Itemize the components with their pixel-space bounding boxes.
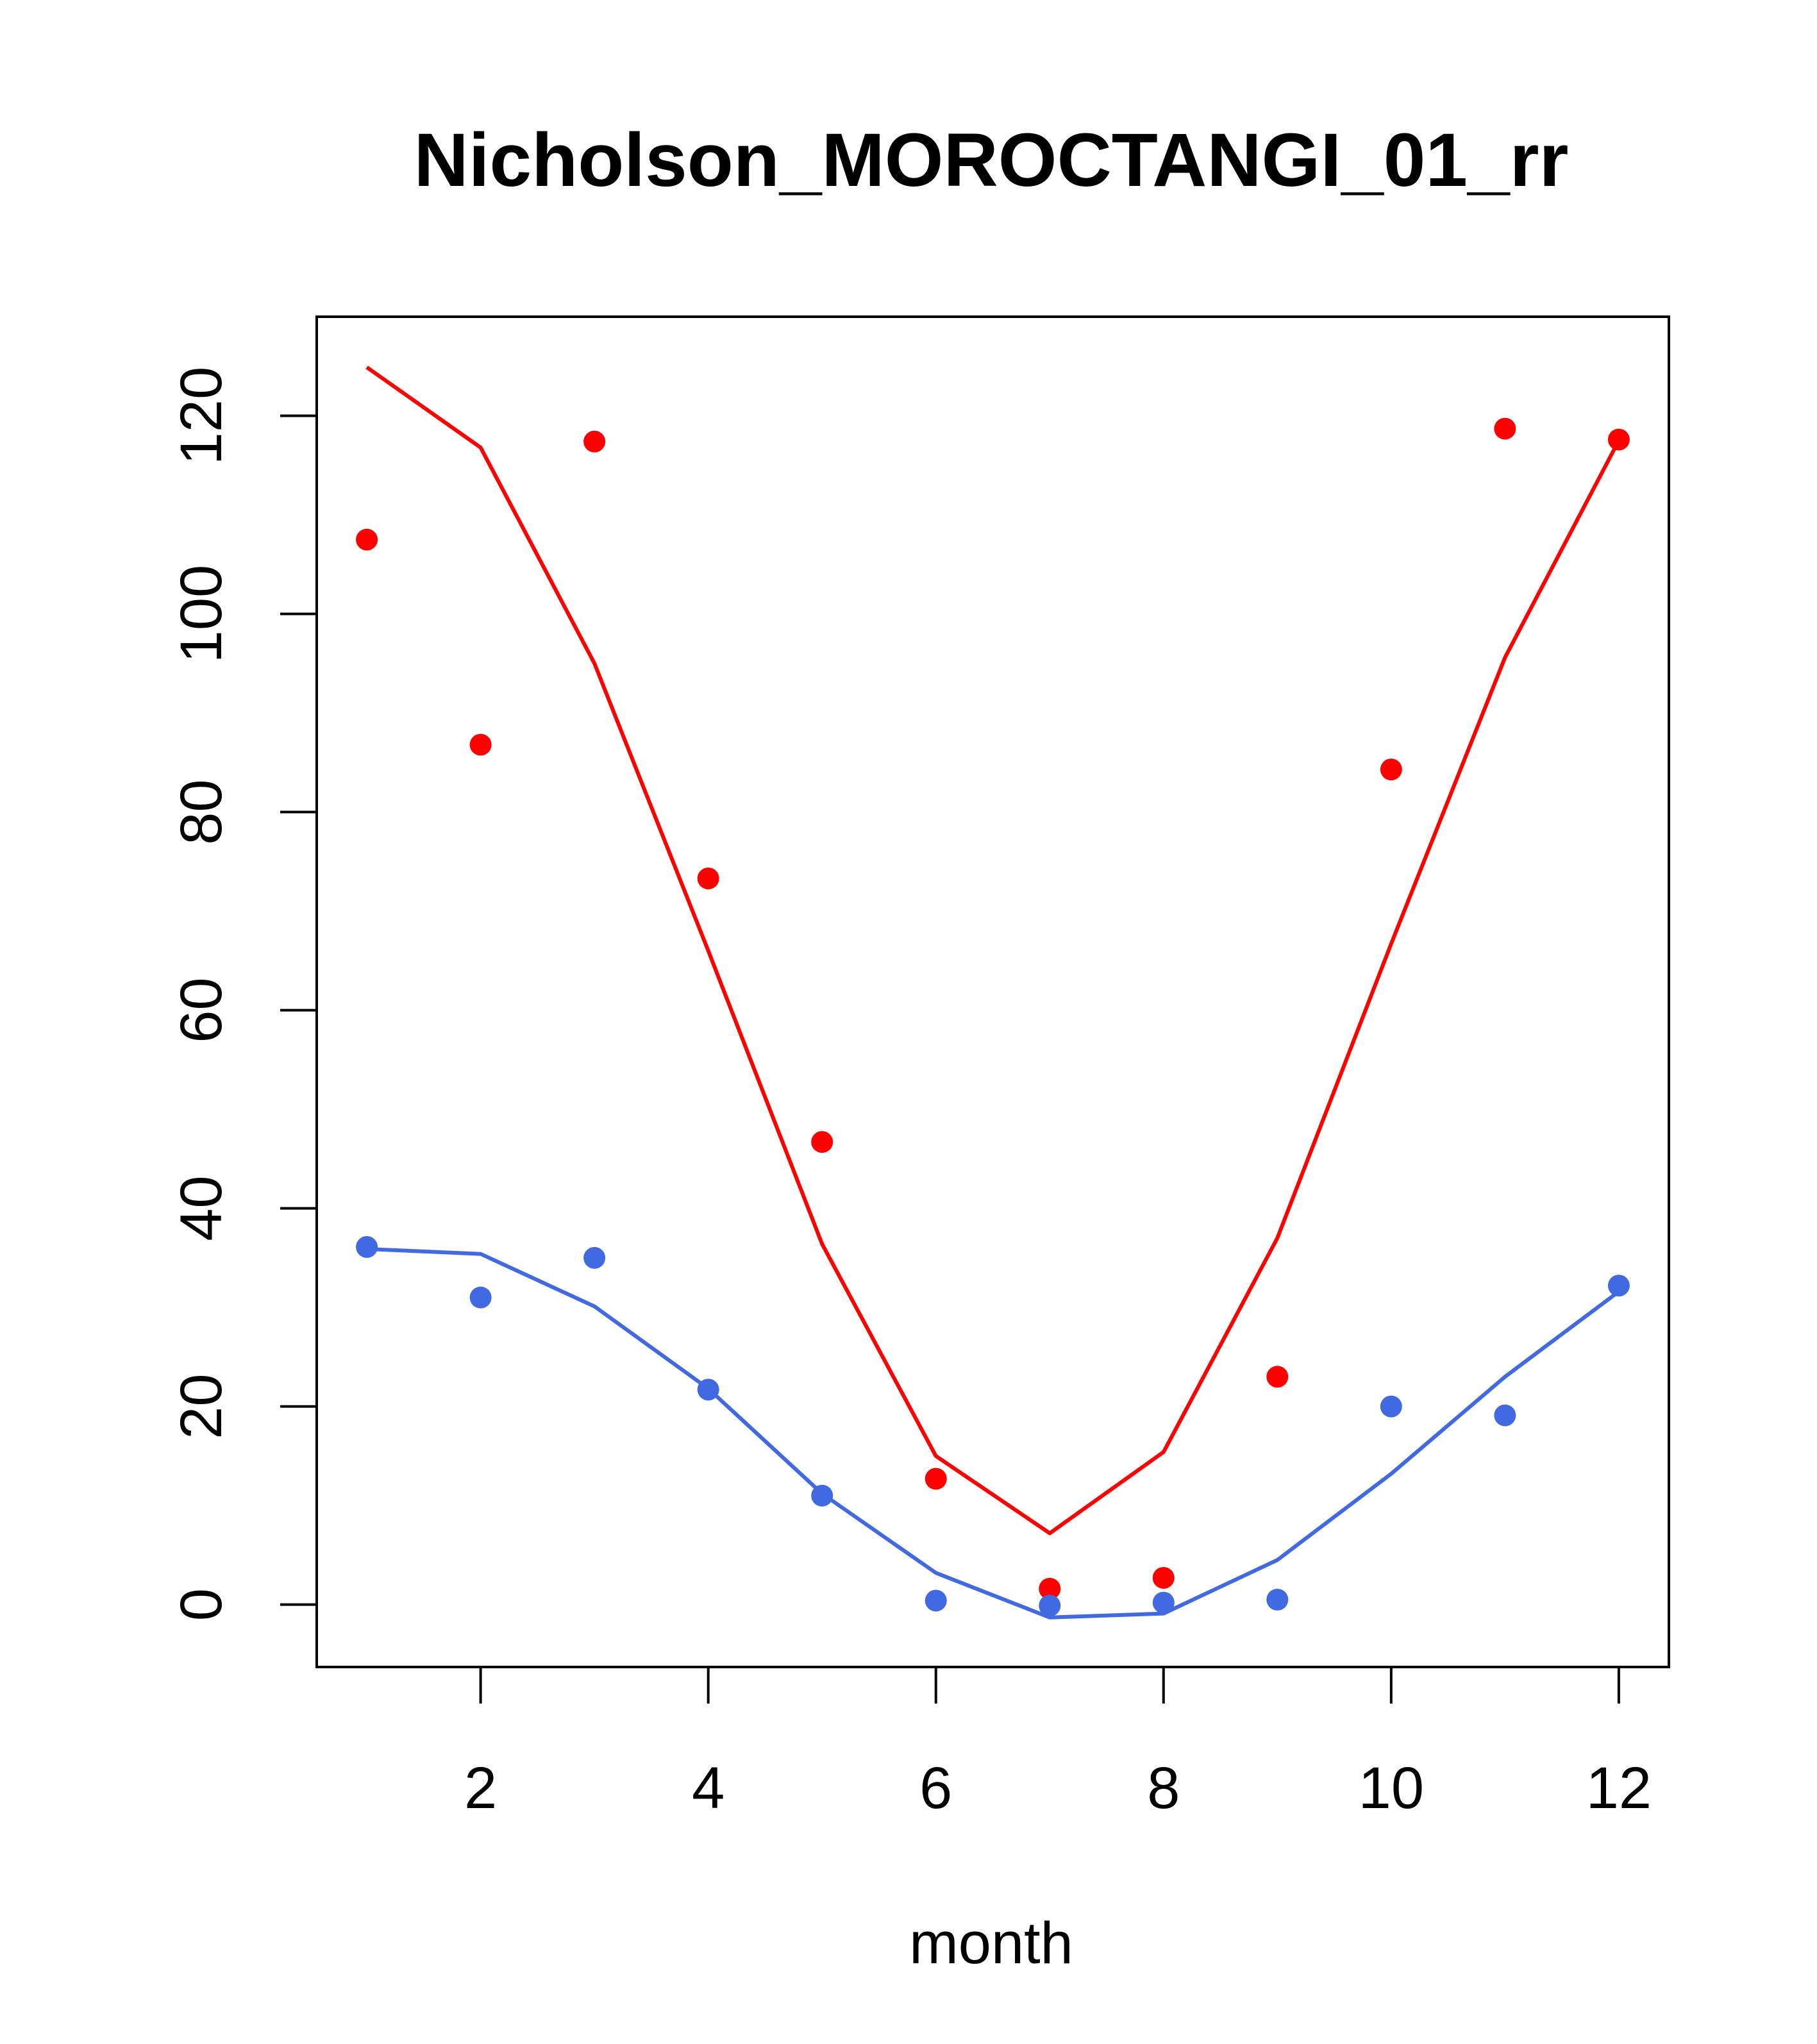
data-point-blue bbox=[697, 1378, 719, 1401]
x-tick-label: 8 bbox=[1147, 1755, 1180, 1821]
x-axis: 2 4 6 8 10 12 bbox=[464, 1666, 1652, 1821]
series-line-red bbox=[365, 365, 1621, 1536]
data-point-blue bbox=[1266, 1588, 1289, 1611]
data-point-red bbox=[697, 867, 719, 890]
data-point-red bbox=[469, 733, 492, 756]
data-point-red bbox=[356, 528, 378, 551]
y-tick-label: 40 bbox=[169, 1175, 234, 1241]
data-point-blue bbox=[583, 1246, 606, 1269]
data-point-red bbox=[1380, 758, 1402, 781]
data-point-red bbox=[1607, 428, 1630, 451]
x-tick-label: 6 bbox=[919, 1755, 952, 1821]
data-point-blue bbox=[1152, 1591, 1175, 1614]
data-point-red bbox=[1266, 1366, 1289, 1388]
series-layer bbox=[356, 365, 1630, 1620]
y-axis: 0 20 40 60 80 100 120 bbox=[169, 367, 318, 1621]
x-tick-label: 4 bbox=[692, 1755, 724, 1821]
y-tick-label: 120 bbox=[169, 367, 234, 465]
x-tick-label: 10 bbox=[1359, 1755, 1424, 1821]
data-point-blue bbox=[469, 1286, 492, 1309]
data-point-blue bbox=[925, 1589, 947, 1612]
data-point-red bbox=[1152, 1566, 1175, 1589]
data-point-blue bbox=[1039, 1595, 1061, 1617]
y-tick-label: 80 bbox=[169, 779, 234, 844]
data-point-red bbox=[1039, 1577, 1061, 1600]
data-point-blue bbox=[1494, 1404, 1516, 1427]
data-point-red bbox=[925, 1468, 947, 1490]
x-tick-label: 2 bbox=[464, 1755, 497, 1821]
y-tick-label: 20 bbox=[169, 1373, 234, 1439]
data-point-blue bbox=[356, 1236, 378, 1258]
data-point-red bbox=[1494, 417, 1516, 440]
y-tick-label: 100 bbox=[169, 565, 234, 664]
x-axis-label: month bbox=[909, 1911, 1073, 1976]
data-point-red bbox=[811, 1131, 833, 1153]
chart-title: Nicholson_MOROCTANGI_01_rr bbox=[414, 118, 1569, 203]
series-line-blue bbox=[366, 1247, 1620, 1620]
data-point-blue bbox=[1380, 1395, 1402, 1418]
y-tick-label: 0 bbox=[169, 1588, 234, 1621]
data-point-blue bbox=[1607, 1275, 1630, 1297]
x-tick-label: 12 bbox=[1586, 1755, 1652, 1821]
data-point-blue bbox=[811, 1484, 833, 1507]
y-tick-label: 60 bbox=[169, 977, 234, 1043]
data-point-red bbox=[583, 430, 606, 453]
